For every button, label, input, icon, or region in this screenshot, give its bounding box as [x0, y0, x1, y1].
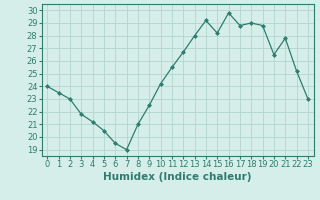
X-axis label: Humidex (Indice chaleur): Humidex (Indice chaleur): [103, 172, 252, 182]
